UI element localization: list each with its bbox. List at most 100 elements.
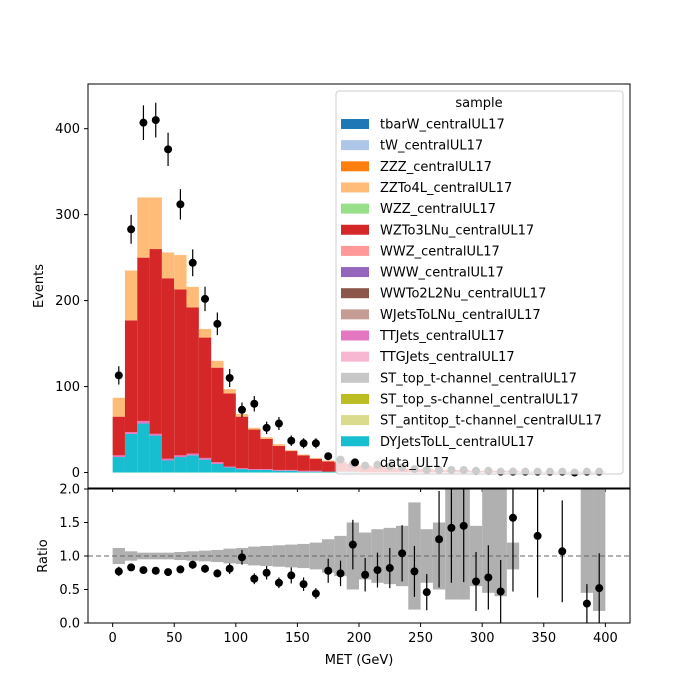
legend-swatch bbox=[341, 393, 369, 404]
legend-swatch bbox=[341, 245, 369, 256]
legend-swatch bbox=[341, 140, 369, 151]
legend-swatch bbox=[341, 267, 369, 278]
stack-bar-segment bbox=[211, 462, 224, 464]
ratio-band-segment bbox=[593, 489, 606, 611]
data-point bbox=[139, 118, 148, 127]
legend-label: data_UL17 bbox=[380, 456, 449, 471]
ratio-point bbox=[348, 540, 357, 549]
ratio-point bbox=[373, 566, 382, 575]
data-point bbox=[188, 258, 197, 267]
legend-label: ST_top_s-channel_centralUL17 bbox=[380, 392, 579, 407]
legend-label: TTJets_centralUL17 bbox=[379, 329, 505, 344]
ratio-point bbox=[164, 568, 173, 577]
legend-label: ST_antitop_t-channel_centralUL17 bbox=[380, 414, 602, 429]
ratio-point bbox=[496, 587, 505, 596]
ratio-band-segment bbox=[112, 547, 125, 565]
ratio-band-segment bbox=[580, 489, 594, 593]
stack-bar-segment bbox=[161, 278, 175, 459]
ratio-point bbox=[459, 521, 468, 530]
ratio-point bbox=[422, 588, 431, 597]
ratio-point bbox=[410, 567, 419, 576]
stack-bar-segment bbox=[285, 451, 298, 470]
legend-swatch bbox=[341, 288, 369, 299]
stack-bar-segment bbox=[309, 471, 323, 473]
stack-bar-segment bbox=[285, 469, 298, 471]
x-tick-label: 350 bbox=[531, 631, 556, 646]
ratio-point bbox=[114, 567, 123, 576]
data-point bbox=[311, 439, 320, 448]
legend-label: WWW_centralUL17 bbox=[380, 266, 504, 281]
stack-bar-segment bbox=[248, 469, 261, 470]
legend-label: DYJetsToLL_centralUL17 bbox=[380, 435, 534, 450]
ratio-point bbox=[582, 599, 591, 608]
main-histogram-panel: 0 100 200 300 400 Events sample tbarW_centra… bbox=[32, 83, 631, 492]
stack-bar-segment bbox=[137, 423, 150, 473]
stack-bar-segment bbox=[297, 470, 310, 472]
ratio-band-segment bbox=[272, 545, 286, 567]
legend-swatch bbox=[341, 182, 369, 193]
ratio-point bbox=[361, 570, 370, 579]
ratio-point bbox=[213, 569, 222, 578]
stack-bar-segment bbox=[248, 469, 261, 473]
stack-bar-segment bbox=[297, 454, 310, 456]
stack-bar-segment bbox=[309, 457, 323, 459]
stack-bar-segment bbox=[235, 469, 249, 473]
stack-bar-segment bbox=[272, 470, 286, 473]
ratio-y-tick-label: 1.0 bbox=[59, 550, 80, 565]
stack-bar-segment bbox=[223, 466, 236, 468]
legend-swatch bbox=[341, 330, 369, 341]
x-tick-label: 150 bbox=[285, 631, 310, 646]
ratio-band-segment bbox=[223, 548, 236, 564]
x-tick-label: 100 bbox=[223, 631, 248, 646]
main-y-tick-label: 100 bbox=[55, 380, 80, 395]
stack-bar-segment bbox=[161, 460, 175, 473]
legend-label: tbarW_centralUL17 bbox=[380, 118, 505, 133]
ratio-point bbox=[533, 531, 542, 540]
stack-bar-segment bbox=[235, 416, 249, 469]
stack-bar-segment bbox=[149, 249, 162, 434]
data-point bbox=[262, 423, 271, 432]
data-point bbox=[225, 373, 234, 382]
ratio-point bbox=[237, 553, 246, 562]
main-y-axis-label: Events bbox=[32, 264, 47, 308]
stack-bar-segment bbox=[322, 461, 335, 472]
stack-bar-segment bbox=[211, 360, 224, 368]
stack-bar-segment bbox=[285, 470, 298, 473]
stack-bar-segment bbox=[186, 286, 199, 308]
legend-label: WZTo3LNu_centralUL17 bbox=[380, 223, 534, 238]
stack-bar-segment bbox=[124, 433, 138, 473]
x-tick-label: 200 bbox=[347, 631, 372, 646]
ratio-point bbox=[435, 535, 444, 544]
legend-swatch bbox=[341, 309, 369, 320]
stack-bar-segment bbox=[174, 455, 187, 458]
main-y-tick-label: 400 bbox=[55, 122, 80, 137]
legend-swatch bbox=[341, 436, 369, 447]
stack-bar-segment bbox=[309, 470, 323, 472]
legend-label: WWZ_centralUL17 bbox=[380, 244, 500, 259]
ratio-band-segment bbox=[482, 489, 495, 593]
ratio-band-segment bbox=[248, 546, 261, 566]
data-point bbox=[237, 405, 246, 414]
stack-bar-segment bbox=[186, 453, 199, 456]
ratio-point bbox=[595, 584, 604, 593]
stack-bar-segment bbox=[309, 458, 323, 471]
stack-bar-segment bbox=[112, 457, 125, 473]
stack-bar-segment bbox=[112, 455, 125, 458]
legend-label: TTGJets_centralUL17 bbox=[379, 350, 515, 365]
x-tick-label: 300 bbox=[470, 631, 495, 646]
ratio-x-ticks: 0 50 100 150 200 250 300 350 400 bbox=[108, 623, 618, 646]
stack-bar-segment bbox=[198, 459, 212, 473]
ratio-y-tick-label: 0.5 bbox=[59, 583, 80, 598]
ratio-point bbox=[472, 577, 481, 586]
legend-label: ZZZ_centralUL17 bbox=[380, 160, 492, 175]
stack-bar-segment bbox=[137, 420, 150, 424]
ratio-points bbox=[114, 489, 604, 623]
main-y-tick-label: 300 bbox=[55, 208, 80, 223]
stack-bar-segment bbox=[260, 439, 273, 470]
x-tick-label: 50 bbox=[166, 631, 183, 646]
ratio-point bbox=[311, 589, 320, 598]
stack-bar-segment bbox=[211, 367, 224, 463]
stack-bar-segment bbox=[223, 389, 236, 394]
ratio-y-ticks: 0.0 0.5 1.0 1.5 2.0 bbox=[59, 483, 88, 632]
